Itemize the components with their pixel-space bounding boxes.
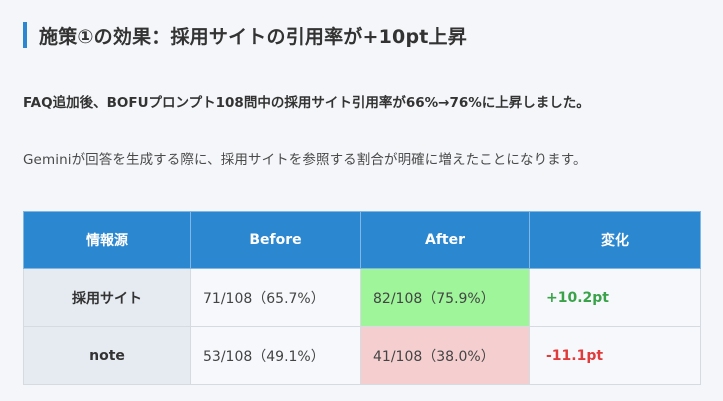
row-change-value: +10.2pt: [529, 268, 701, 327]
header-after: After: [360, 211, 530, 269]
row-after-value: 41/108（38.0%）: [360, 326, 530, 385]
comparison-table: 情報源 Before After 変化 採用サイト 71/108（65.7%） …: [23, 211, 701, 385]
table-row: 採用サイト 71/108（65.7%） 82/108（75.9%） +10.2p…: [23, 268, 701, 327]
row-change-value: -11.1pt: [529, 326, 701, 385]
table-header-row: 情報源 Before After 変化: [23, 211, 701, 269]
heading-title: 施策①の効果：採用サイトの引用率が+10pt上昇: [39, 25, 467, 48]
row-source-label: 採用サイト: [23, 268, 191, 327]
body-paragraph: Geminiが回答を生成する際に、採用サイトを参照する割合が明確に増えたことにな…: [23, 152, 587, 168]
header-change: 変化: [529, 211, 701, 269]
header-source: 情報源: [23, 211, 191, 269]
row-before-value: 71/108（65.7%）: [190, 268, 361, 327]
section-heading: 施策①の効果：採用サイトの引用率が+10pt上昇: [23, 22, 467, 48]
lead-paragraph: FAQ追加後、BOFUプロンプト108問中の採用サイト引用率が66%→76%に上…: [23, 95, 590, 111]
header-before: Before: [190, 211, 361, 269]
row-after-value: 82/108（75.9%）: [360, 268, 530, 327]
row-before-value: 53/108（49.1%）: [190, 326, 361, 385]
row-source-label: note: [23, 326, 191, 385]
table-row: note 53/108（49.1%） 41/108（38.0%） -11.1pt: [23, 326, 701, 385]
heading-accent-bar: [23, 22, 27, 48]
